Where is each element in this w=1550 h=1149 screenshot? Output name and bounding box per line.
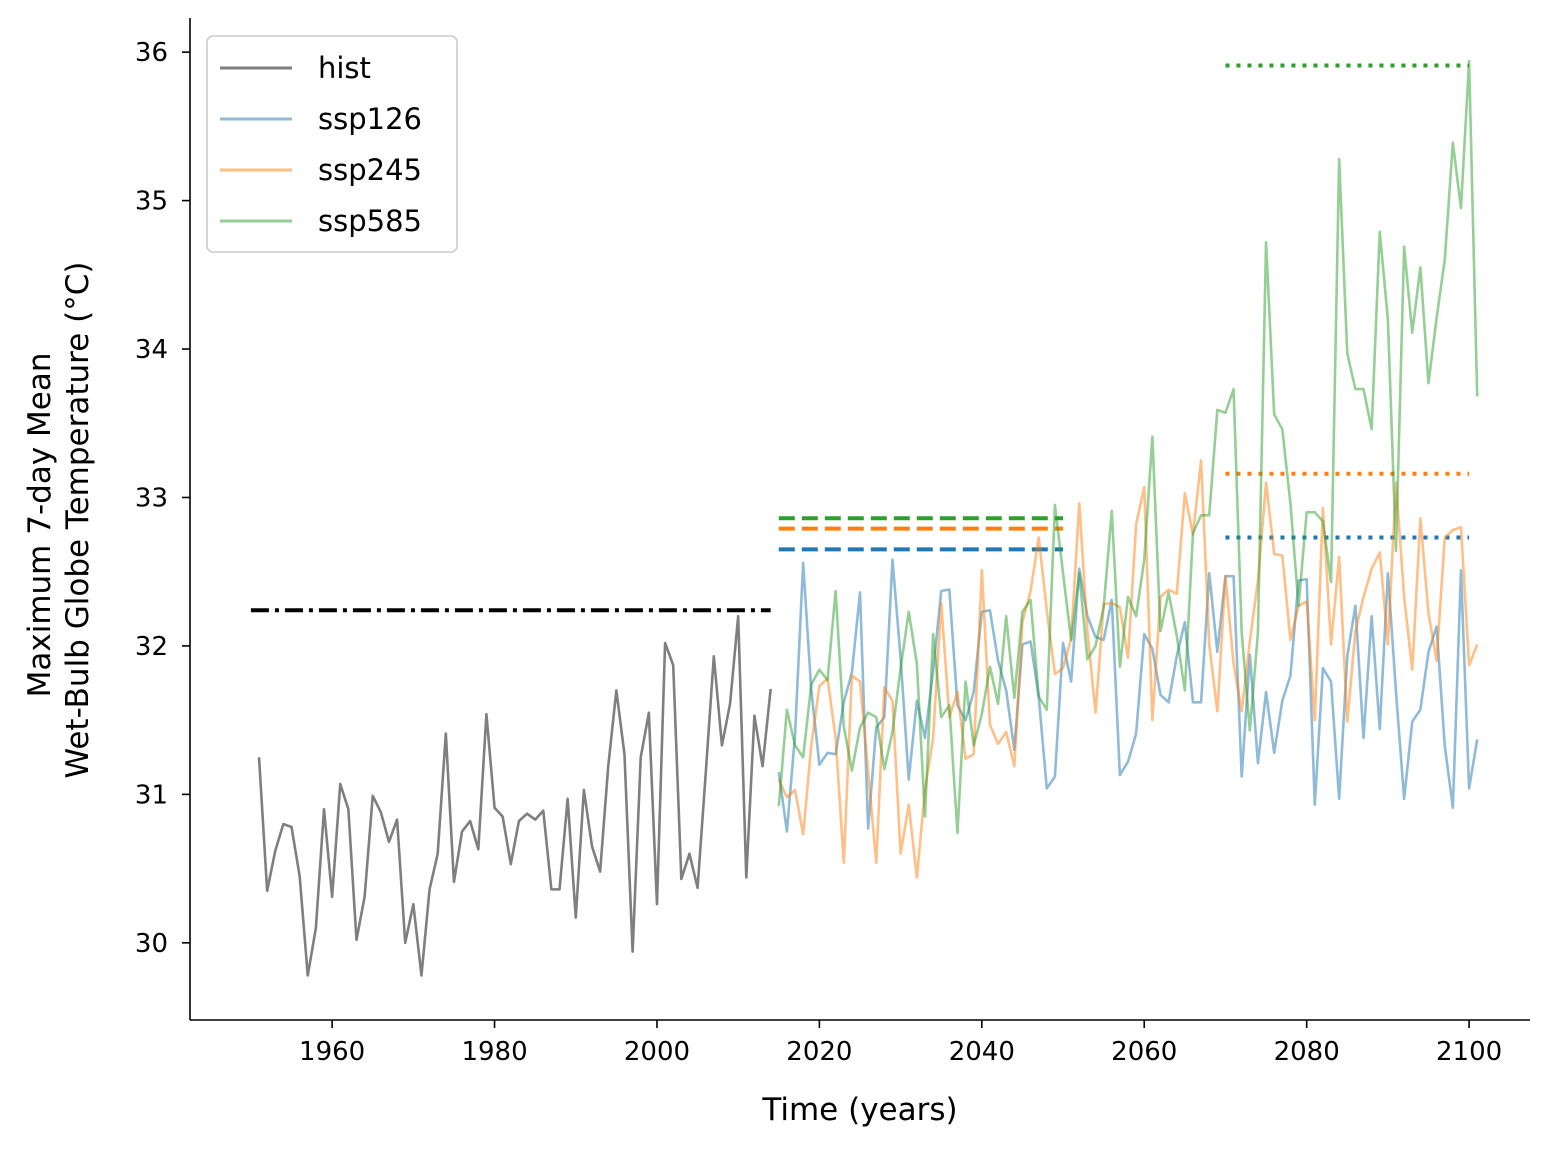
x-tick-label: 2060 — [1111, 1037, 1177, 1067]
legend: hist ssp126 ssp245 ssp585 — [206, 35, 458, 253]
x-tick-label: 2000 — [624, 1037, 690, 1067]
y-tick-label: 30 — [135, 929, 168, 959]
y-tick-label: 34 — [135, 335, 168, 365]
x-ticks: 1960 1980 2000 2020 2040 2060 2080 2100 — [299, 1020, 1502, 1067]
x-tick-label: 2100 — [1436, 1037, 1502, 1067]
y-axis-label-line1: Maximum 7-day Mean — [22, 353, 58, 698]
y-tick-label: 32 — [135, 632, 168, 662]
legend-box — [206, 35, 458, 253]
x-tick-label: 2020 — [786, 1037, 852, 1067]
series-line-ssp126 — [777, 558, 1479, 833]
series-line-hist — [257, 614, 772, 977]
x-tick-label: 1960 — [299, 1037, 365, 1067]
x-tick-label: 2040 — [949, 1037, 1015, 1067]
series-line-ssp245 — [777, 459, 1479, 879]
legend-label-ssp126: ssp126 — [318, 102, 422, 136]
y-tick-label: 36 — [135, 38, 168, 68]
series-lines — [257, 59, 1479, 977]
x-axis-label: Time (years) — [761, 1092, 957, 1128]
y-tick-label: 33 — [135, 483, 168, 513]
reference-lines — [250, 63, 1470, 613]
legend-label-hist: hist — [318, 51, 371, 85]
y-tick-label: 31 — [135, 780, 168, 810]
y-tick-label: 35 — [135, 187, 168, 217]
x-tick-label: 2080 — [1274, 1037, 1340, 1067]
y-axis-label-line2: Wet-Bulb Globe Temperature (°C) — [60, 262, 96, 779]
x-tick-label: 1980 — [461, 1037, 527, 1067]
y-ticks: 30 31 32 33 34 35 36 — [135, 38, 190, 959]
series-line-ssp585 — [777, 59, 1479, 835]
legend-label-ssp585: ssp585 — [318, 204, 422, 238]
y-axis-label: Maximum 7-day Mean Wet-Bulb Globe Temper… — [22, 262, 96, 779]
legend-label-ssp245: ssp245 — [318, 153, 422, 187]
